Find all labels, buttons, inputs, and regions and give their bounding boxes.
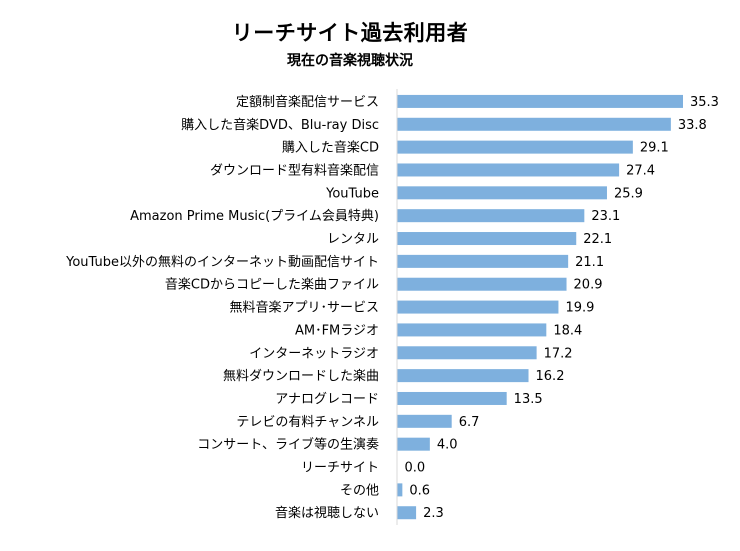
category-label: 音楽は視聴しない [275,505,379,521]
data-label: 2.3 [423,506,444,521]
bar [397,117,671,131]
data-label: 13.5 [514,392,543,407]
data-label: 18.4 [553,323,582,338]
bar [397,94,683,108]
bar [397,140,633,154]
data-label: 16.2 [536,369,565,384]
data-label: 20.9 [574,278,603,293]
category-label: YouTube [325,186,379,201]
bar [397,506,417,520]
data-label: 35.3 [690,95,719,110]
category-label: 定額制音楽配信サービス [236,94,379,110]
bar [397,254,569,268]
category-label: テレビの有料チャンネル [236,415,379,430]
category-label: その他 [340,483,379,498]
data-label: 22.1 [583,232,612,247]
data-label: 21.1 [575,255,604,270]
category-label: 無料ダウンロードした楽曲 [223,368,379,384]
bar [397,300,559,314]
data-label: 19.9 [565,301,594,316]
data-label: 27.4 [626,163,655,178]
category-label: YouTube以外の無料のインターネット動画配信サイト [65,255,379,270]
data-label: 0.0 [405,461,426,476]
category-label: レンタル [327,232,379,247]
bar [397,323,547,337]
bar [397,186,607,200]
bar [397,209,585,223]
category-label: リーチサイト [301,461,379,476]
category-label: インターネットラジオ [249,346,379,361]
data-label: 23.1 [591,209,620,224]
category-label: ダウンロード型有料音楽配信 [210,162,379,178]
bar [397,163,620,177]
data-label: 0.6 [409,483,430,498]
data-label: 17.2 [544,346,573,361]
bar [397,346,537,360]
bar [397,437,430,451]
bar [397,369,529,383]
bar [397,391,507,405]
chart-title: リーチサイト過去利用者 [231,21,469,45]
category-label: 音楽CDからコピーした楽曲ファイル [165,277,379,293]
data-label: 4.0 [437,438,458,453]
category-label: アナログレコード [275,392,379,407]
data-label: 25.9 [614,186,643,201]
category-label: AM･FMラジオ [295,323,379,338]
category-label: 購入した音楽CD [282,140,379,156]
data-label: 33.8 [678,118,707,133]
data-label: 29.1 [640,141,669,156]
category-label: 購入した音楽DVD、Blu-ray Disc [181,117,379,133]
category-label: コンサート、ライブ等の生演奏 [197,437,379,453]
category-label: Amazon Prime Music(プライム会員特典) [130,209,379,224]
bar [397,277,567,291]
data-label: 6.7 [459,415,480,430]
chart-subtitle: 現在の音楽視聴状況 [287,53,413,69]
bar [397,483,403,497]
bar [397,232,577,246]
bar [397,414,452,428]
category-label: 無料音楽アプリ･サービス [229,300,379,316]
bars-group: 定額制音楽配信サービス 35.3 購入した音楽DVD、Blu-ray Disc 33.… [65,94,719,521]
